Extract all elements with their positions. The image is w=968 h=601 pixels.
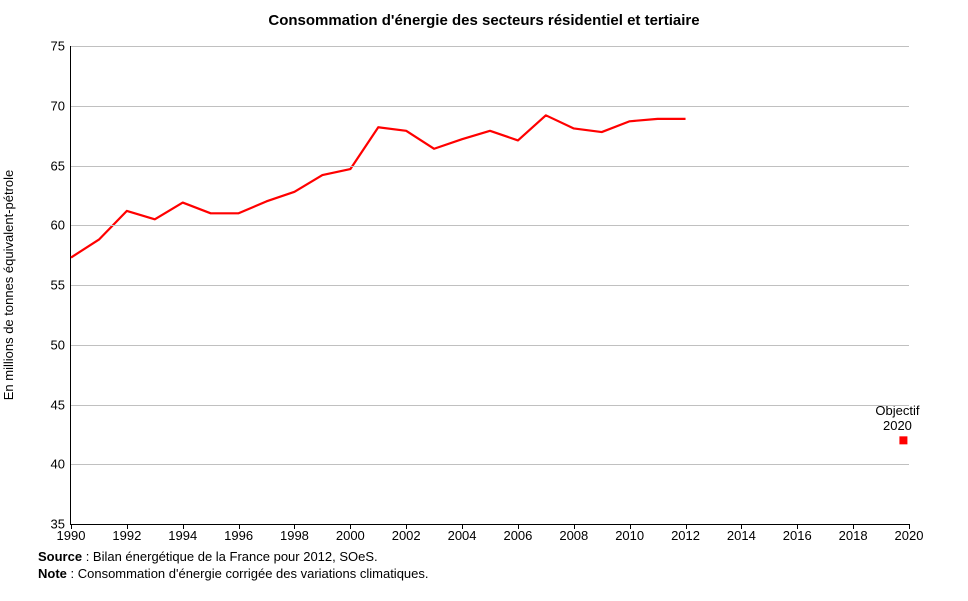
chart-title: Consommation d'énergie des secteurs rési…: [0, 12, 968, 29]
gridline-h: [71, 225, 909, 226]
gridline-h: [71, 464, 909, 465]
chart-footer: Source : Bilan énergétique de la France …: [38, 548, 429, 583]
x-tick-label: 2006: [503, 528, 532, 543]
plot-area: Objectif 2020 35404550556065707519901992…: [70, 46, 909, 525]
source-text: : Bilan énergétique de la France pour 20…: [82, 549, 378, 564]
objectif-line2: 2020: [883, 418, 912, 433]
x-tick-label: 2016: [783, 528, 812, 543]
gridline-h: [71, 46, 909, 47]
gridline-h: [71, 106, 909, 107]
x-tick-label: 1990: [57, 528, 86, 543]
source-line: Source : Bilan énergétique de la France …: [38, 548, 429, 566]
y-tick-label: 45: [51, 397, 65, 412]
x-tick-label: 1998: [280, 528, 309, 543]
x-tick-label: 2000: [336, 528, 365, 543]
chart-container: Consommation d'énergie des secteurs rési…: [0, 0, 968, 601]
note-text: : Consommation d'énergie corrigée des va…: [67, 566, 429, 581]
x-tick-label: 2010: [615, 528, 644, 543]
x-tick-label: 1992: [112, 528, 141, 543]
x-tick-label: 1996: [224, 528, 253, 543]
x-tick-label: 2008: [559, 528, 588, 543]
y-tick-label: 70: [51, 98, 65, 113]
y-tick-label: 75: [51, 39, 65, 54]
y-tick-label: 40: [51, 457, 65, 472]
x-tick-label: 2002: [392, 528, 421, 543]
objectif-2020-marker: [899, 436, 907, 444]
y-axis-title: En millions de tonnes équivalent-pétrole: [1, 170, 16, 401]
x-tick-label: 2020: [895, 528, 924, 543]
note-label: Note: [38, 566, 67, 581]
y-tick-label: 60: [51, 218, 65, 233]
x-tick-label: 2004: [448, 528, 477, 543]
y-tick-label: 55: [51, 278, 65, 293]
objectif-line1: Objectif: [875, 403, 919, 418]
x-tick-label: 1994: [168, 528, 197, 543]
x-tick-label: 2012: [671, 528, 700, 543]
energy-consumption-line: [71, 115, 686, 257]
gridline-h: [71, 285, 909, 286]
objectif-2020-label: Objectif 2020: [875, 404, 919, 434]
gridline-h: [71, 405, 909, 406]
gridline-h: [71, 166, 909, 167]
gridline-h: [71, 345, 909, 346]
x-tick-label: 2018: [839, 528, 868, 543]
x-tick-label: 2014: [727, 528, 756, 543]
y-tick-label: 65: [51, 158, 65, 173]
source-label: Source: [38, 549, 82, 564]
note-line: Note : Consommation d'énergie corrigée d…: [38, 565, 429, 583]
y-tick-label: 50: [51, 337, 65, 352]
